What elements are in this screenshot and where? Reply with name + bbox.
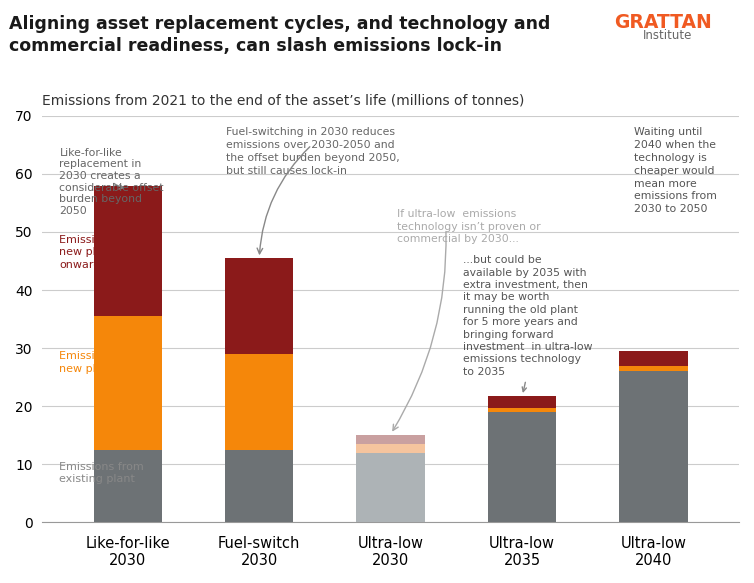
- Bar: [619, 366, 688, 371]
- Bar: [93, 185, 162, 316]
- Text: Emissions from
existing plant: Emissions from existing plant: [60, 462, 144, 484]
- Bar: [357, 444, 425, 453]
- Bar: [225, 354, 293, 450]
- Text: Waiting until
2040 when the
technology is
cheaper would
mean more
emissions from: Waiting until 2040 when the technology i…: [634, 128, 717, 214]
- Bar: [225, 258, 293, 354]
- Bar: [357, 436, 425, 444]
- Bar: [488, 408, 556, 412]
- Text: Institute: Institute: [643, 29, 692, 42]
- Text: GRATTAN: GRATTAN: [615, 13, 713, 32]
- Bar: [357, 453, 425, 522]
- Text: ...but could be
available by 2035 with
extra investment, then
it may be worth
ru: ...but could be available by 2035 with e…: [463, 255, 593, 392]
- Bar: [488, 396, 556, 408]
- Bar: [619, 371, 688, 522]
- Text: If ultra-low  emissions
technology isn’t proven or
commercial by 2030...: If ultra-low emissions technology isn’t …: [397, 209, 541, 244]
- Text: Like-for-like
replacement in
2030 creates a
considerable offset
burden beyond
20: Like-for-like replacement in 2030 create…: [60, 147, 164, 216]
- Text: Emissions from 2021 to the end of the asset’s life (millions of tonnes): Emissions from 2021 to the end of the as…: [42, 94, 525, 108]
- Text: Fuel-switching in 2030 reduces
emissions over 2030-2050 and
the offset burden be: Fuel-switching in 2030 reduces emissions…: [226, 128, 400, 176]
- Text: Emissions from
new plant, 2050
onwards: Emissions from new plant, 2050 onwards: [60, 235, 150, 270]
- Text: Emissions from
new plant to 2050: Emissions from new plant to 2050: [60, 352, 161, 374]
- Bar: [225, 450, 293, 522]
- Bar: [619, 351, 688, 366]
- Text: Aligning asset replacement cycles, and technology and
commercial readiness, can : Aligning asset replacement cycles, and t…: [9, 15, 550, 55]
- Bar: [93, 450, 162, 522]
- Bar: [93, 316, 162, 450]
- Bar: [488, 412, 556, 522]
